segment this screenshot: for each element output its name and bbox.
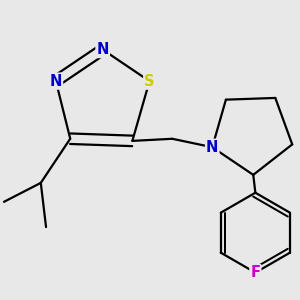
Text: N: N: [206, 140, 218, 155]
Text: F: F: [250, 265, 260, 280]
Text: N: N: [50, 74, 62, 88]
Text: N: N: [97, 42, 109, 57]
Text: S: S: [144, 74, 155, 88]
